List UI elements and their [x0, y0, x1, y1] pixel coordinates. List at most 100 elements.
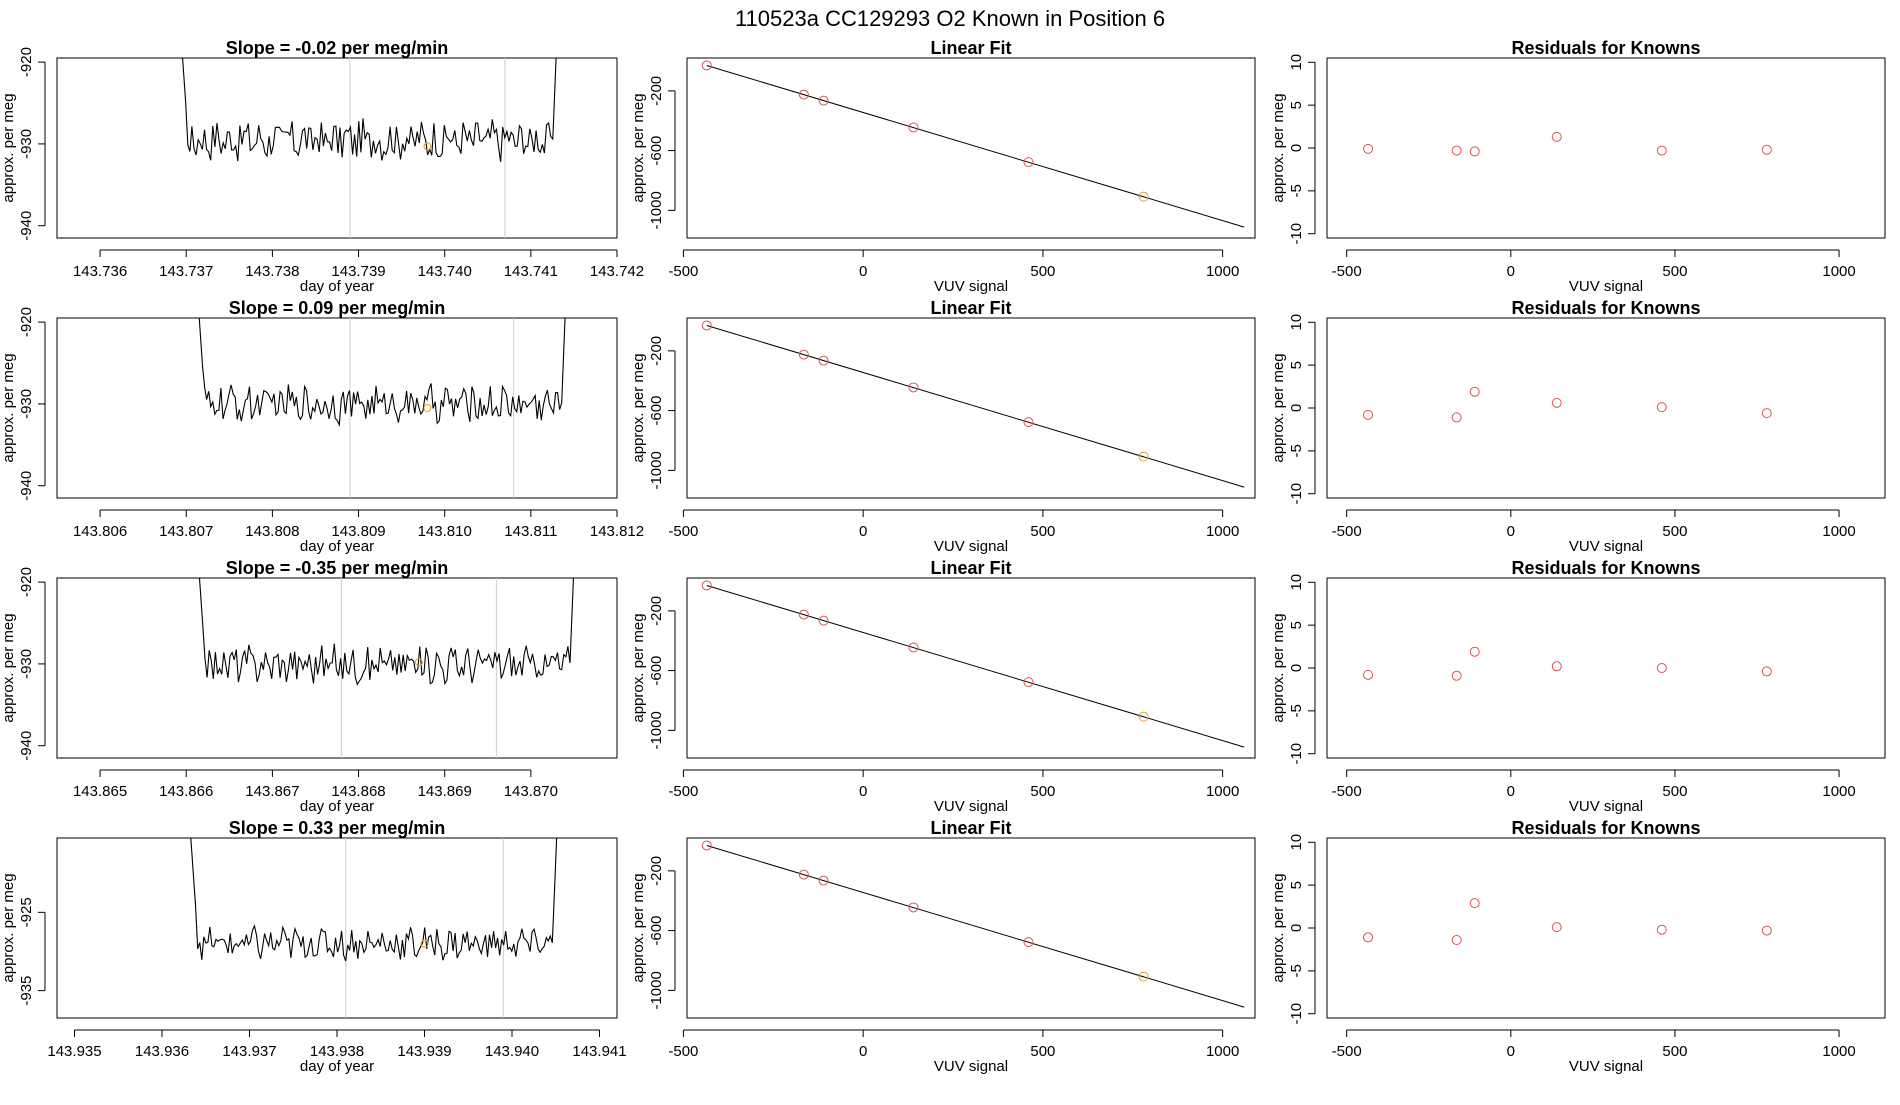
y-tick-label: -930 [18, 129, 35, 159]
known-point [1138, 191, 1149, 202]
y-tick-label: -920 [18, 47, 35, 77]
residual-point [1469, 646, 1480, 657]
known-point [1023, 677, 1034, 688]
panel-title: Linear Fit [930, 298, 1011, 318]
x-tick-label: -500 [668, 263, 698, 280]
x-tick-label: 143.738 [245, 263, 299, 280]
x-tick-label: 500 [1662, 523, 1687, 540]
y-axis: 10 5 0 -5 -10 approx. per meg [1270, 834, 1316, 1025]
x-tick-label: 143.937 [222, 1043, 276, 1060]
x-axis: -500 0 500 1000 VUV signal [1332, 509, 1856, 555]
residual-point [1761, 925, 1772, 936]
y-axis-label: approx. per meg [0, 93, 17, 202]
panel-fit-row2: Linear Fit -500 0 500 1000 VUV signal -200 -600… [630, 298, 1256, 555]
known-point [798, 869, 809, 880]
x-tick-label: -500 [1332, 783, 1362, 800]
x-tick-label: 0 [859, 1043, 867, 1060]
x-tick-label: 0 [859, 263, 867, 280]
x-tick-label: 143.809 [331, 523, 385, 540]
known-point [818, 875, 829, 886]
x-axis-label: VUV signal [1569, 538, 1643, 555]
plot-frame [56, 837, 618, 1019]
known-point [701, 320, 712, 331]
plot-frame [686, 317, 1256, 499]
y-tick-label: -600 [648, 136, 665, 166]
y-tick-label: 0 [1288, 924, 1305, 932]
y-axis-label: approx. per meg [630, 613, 647, 722]
fit-line [706, 844, 1245, 1008]
residual-point [1451, 412, 1462, 423]
series-line [182, 58, 557, 162]
highlight-point [420, 939, 429, 948]
x-tick-label: -500 [668, 523, 698, 540]
y-tick-label: 0 [1288, 664, 1305, 672]
x-tick-label: 143.741 [504, 263, 558, 280]
y-tick-label: -200 [648, 76, 665, 106]
residual-point [1761, 144, 1772, 155]
y-tick-label: -1000 [648, 971, 665, 1009]
main-title: 110523a CC129293 O2 Known in Position 6 [735, 6, 1165, 31]
panel-fit-row3: Linear Fit -500 0 500 1000 VUV signal -200 -600… [630, 558, 1256, 815]
known-point [908, 122, 919, 133]
x-axis: -500 0 500 1000 VUV signal [668, 509, 1239, 555]
y-tick-label: 5 [1288, 361, 1305, 369]
y-axis-label: approx. per meg [1270, 353, 1287, 462]
residual-point [1551, 922, 1562, 933]
x-tick-label: 1000 [1822, 783, 1855, 800]
known-point [701, 60, 712, 71]
plot-area [701, 60, 1245, 228]
plot-area [182, 58, 557, 238]
x-tick-label: 143.740 [418, 263, 472, 280]
residual-point [1551, 131, 1562, 142]
residual-point [1451, 935, 1462, 945]
x-tick-label: -500 [668, 1043, 698, 1060]
plot-frame [1326, 317, 1886, 499]
x-tick-label: 500 [1662, 263, 1687, 280]
residual-point [1761, 408, 1772, 419]
residual-point [1656, 663, 1667, 673]
x-tick-label: 143.810 [418, 523, 472, 540]
y-axis-label: approx. per meg [0, 873, 17, 982]
x-tick-label: 143.935 [47, 1043, 101, 1060]
fit-line [706, 584, 1245, 748]
known-point [908, 382, 919, 393]
x-tick-label: 143.742 [590, 263, 644, 280]
x-axis-label: VUV signal [934, 798, 1008, 815]
highlight-point [423, 142, 432, 151]
x-axis: -500 0 500 1000 VUV signal [668, 249, 1239, 295]
plot-frame [56, 57, 618, 239]
x-axis-label: day of year [300, 278, 374, 295]
y-tick-label: -920 [18, 567, 35, 597]
x-tick-label: 143.739 [331, 263, 385, 280]
residual-point [1469, 386, 1480, 397]
x-tick-label: 143.867 [245, 783, 299, 800]
panel-title: Slope = 0.33 per meg/min [229, 818, 446, 838]
known-point [818, 355, 829, 366]
x-tick-label: 143.941 [572, 1043, 626, 1060]
residual-point [1656, 402, 1667, 413]
x-tick-label: 143.936 [135, 1043, 189, 1060]
plot-area [1363, 898, 1772, 945]
plot-frame [686, 577, 1256, 759]
y-tick-label: -940 [18, 731, 35, 761]
x-tick-label: 0 [859, 783, 867, 800]
y-tick-label: -200 [648, 336, 665, 366]
plot-frame [1326, 57, 1886, 239]
y-tick-label: -200 [648, 596, 665, 626]
y-tick-label: -920 [18, 307, 35, 337]
panel-resid-row3: Residuals for Knowns -500 0 500 1000 VUV sign… [1270, 558, 1886, 815]
known-point [1023, 157, 1034, 168]
residual-point [1363, 932, 1374, 943]
panel-title: Residuals for Knowns [1511, 298, 1700, 318]
known-point [1023, 937, 1034, 948]
y-axis: 10 5 0 -5 -10 approx. per meg [1270, 54, 1316, 245]
residual-point [1363, 143, 1374, 154]
fit-line [706, 64, 1245, 228]
panel-fit-row4: Linear Fit -500 0 500 1000 VUV signal -200 -600… [630, 818, 1256, 1075]
x-tick-label: 143.869 [418, 783, 472, 800]
residual-point [1451, 670, 1462, 681]
y-tick-label: -935 [18, 976, 35, 1006]
y-tick-label: 5 [1288, 881, 1305, 889]
